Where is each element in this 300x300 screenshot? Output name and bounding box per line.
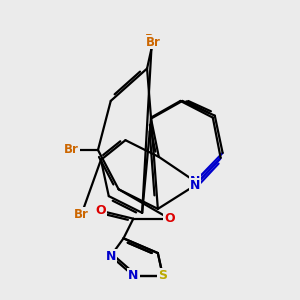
Text: Br: Br [74,208,89,221]
Text: N: N [128,269,139,282]
Text: O: O [96,204,106,218]
Text: Br: Br [145,33,159,46]
Text: S: S [158,269,167,282]
Text: Br: Br [64,143,79,157]
Text: O: O [164,212,175,225]
Text: N: N [190,175,200,188]
Text: Br: Br [146,35,160,49]
Text: N: N [106,250,116,262]
Text: N: N [190,179,200,192]
